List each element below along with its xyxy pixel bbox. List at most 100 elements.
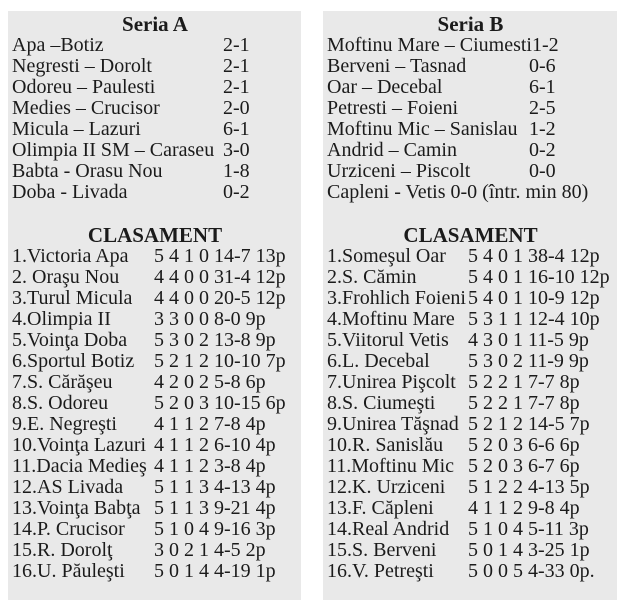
seria-a-clasament-title: CLASAMENT <box>87 223 223 247</box>
standing-stats: 5 1 2 2 4-13 5p <box>468 476 590 498</box>
standing-team: 13.F. Căpleni <box>327 497 434 519</box>
match-score: 1-2 <box>529 118 556 140</box>
standing-row: 3.Turul Micula 4 4 0 0 20-5 12p <box>12 288 298 309</box>
standing-stats: 5 4 0 1 16-10 12p <box>468 266 610 288</box>
match-teams: Petresti – Foieni <box>327 97 459 119</box>
standing-team: 6.L. Decebal <box>327 350 430 372</box>
standing-stats: 5 2 0 3 6-7 6p <box>468 455 580 477</box>
standing-team: 2.S. Cămin <box>327 266 417 288</box>
standing-row: 5.Voinţa Doba 5 3 0 2 13-8 9p <box>12 330 298 351</box>
standing-team: 15.R. Dorolţ <box>12 539 113 561</box>
standing-row: 2.S. Cămin 5 4 0 1 16-10 12p <box>327 267 614 288</box>
standing-row: 6.Sportul Botiz 5 2 1 2 10-10 7p <box>12 351 298 372</box>
standing-row: 13.Voinţa Babţa 5 1 1 3 9-21 4p <box>12 498 298 519</box>
match-row: Negresti – Dorolt 2-1 <box>12 56 298 77</box>
standing-stats: 5 2 2 1 7-7 8p <box>468 392 580 414</box>
seria-b-match-list: Moftinu Mare – Ciumesti 1-2 Berveni – Ta… <box>327 35 614 203</box>
standing-stats: 5 1 0 4 5-11 3p <box>468 518 589 540</box>
standing-stats: 5 0 1 4 4-19 1p <box>154 560 276 582</box>
match-row: Urziceni – Piscolt 0-0 <box>327 161 614 182</box>
match-score: 6-1 <box>529 76 556 98</box>
standing-stats: 5 4 0 1 10-9 12p <box>468 287 600 309</box>
standing-row: 4.Moftinu Mare 5 3 1 1 12-4 10p <box>327 309 614 330</box>
match-score: 0-2 <box>223 181 250 203</box>
standing-row: 7.Unirea Pişcolt 5 2 2 1 7-7 8p <box>327 372 614 393</box>
match-teams: Urziceni – Piscolt <box>327 160 471 182</box>
standing-row: 10.Voinţa Lazuri 4 1 1 2 6-10 4p <box>12 435 298 456</box>
standing-row: 6.L. Decebal 5 3 0 2 11-9 9p <box>327 351 614 372</box>
standing-stats: 4 4 0 0 31-4 12p <box>154 266 286 288</box>
match-teams: Oar – Decebal <box>327 76 443 98</box>
standing-stats: 5 0 0 5 4-33 0p. <box>468 560 595 582</box>
standing-stats: 5 3 0 2 11-9 9p <box>468 350 589 372</box>
standing-row: 13.F. Căpleni 4 1 1 2 9-8 4p <box>327 498 614 519</box>
standing-row: 1.Victoria Apa 5 4 1 0 14-7 13p <box>12 246 298 267</box>
match-row: Doba - Livada 0-2 <box>12 182 298 203</box>
standing-stats: 5 0 1 4 3-25 1p <box>468 539 590 561</box>
match-row: Micula – Lazuri 6-1 <box>12 119 298 140</box>
standing-team: 13.Voinţa Babţa <box>12 497 141 519</box>
match-teams: Andrid – Camin <box>327 139 457 161</box>
match-teams: Apa –Botiz <box>12 34 104 56</box>
standing-team: 16.V. Petreşti <box>327 560 434 582</box>
match-score: 2-1 <box>223 55 250 77</box>
standing-row: 5.Viitorul Vetis 4 3 0 1 11-5 9p <box>327 330 614 351</box>
match-score: 0-2 <box>529 139 556 161</box>
standing-team: 10.R. Sanislău <box>327 434 444 456</box>
standing-stats: 5 1 1 3 4-13 4p <box>154 476 276 498</box>
standing-team: 7.Unirea Pişcolt <box>327 371 456 393</box>
match-score: 2-0 <box>223 97 250 119</box>
match-row: Moftinu Mare – Ciumesti 1-2 <box>327 35 614 56</box>
seria-a-match-list: Apa –Botiz 2-1 Negresti – Dorolt 2-1 Odo… <box>12 35 298 203</box>
seria-b-panel: Seria B Moftinu Mare – Ciumesti 1-2 Berv… <box>323 11 617 600</box>
standing-row: 7.S. Cărăşeu 4 2 0 2 5-8 6p <box>12 372 298 393</box>
standing-stats: 4 1 1 2 7-8 4p <box>154 413 266 435</box>
seria-a-panel: Seria A Apa –Botiz 2-1 Negresti – Dorolt… <box>8 11 301 600</box>
match-row: Medies – Crucisor 2-0 <box>12 98 298 119</box>
standing-team: 14.P. Crucisor <box>12 518 125 540</box>
standing-row: 12.AS Livada 5 1 1 3 4-13 4p <box>12 477 298 498</box>
standing-team: 5.Voinţa Doba <box>12 329 128 351</box>
standing-row: 3.Frohlich Foieni 5 4 0 1 10-9 12p <box>327 288 614 309</box>
match-teams: Doba - Livada <box>12 181 128 203</box>
standing-team: 9.E. Negreşti <box>12 413 117 435</box>
standing-row: 11.Dacia Medieş 4 1 1 2 3-8 4p <box>12 456 298 477</box>
standing-team: 11.Moftinu Mic <box>327 455 455 477</box>
standing-row: 4.Olimpia II 3 3 0 0 8-0 9p <box>12 309 298 330</box>
match-score: 2-1 <box>223 34 250 56</box>
standing-row: 9.E. Negreşti 4 1 1 2 7-8 4p <box>12 414 298 435</box>
standing-team: 1.Someşul Oar <box>327 245 446 267</box>
standing-team: 7.S. Cărăşeu <box>12 371 113 393</box>
standing-row: 16.U. Păuleşti 5 0 1 4 4-19 1p <box>12 561 298 582</box>
match-score: 2-1 <box>223 76 250 98</box>
standing-team: 15.S. Berveni <box>327 539 437 561</box>
match-teams: Moftinu Mare – Ciumesti <box>327 34 532 56</box>
standing-team: 5.Viitorul Vetis <box>327 329 449 351</box>
standing-stats: 5 2 1 2 10-10 7p <box>154 350 286 372</box>
match-row: Petresti – Foieni 2-5 <box>327 98 614 119</box>
match-teams: Moftinu Mic – Sanislau <box>327 118 518 140</box>
match-score: 2-5 <box>529 97 556 119</box>
standing-team: 14.Real Andrid <box>327 518 450 540</box>
match-score: 6-1 <box>223 118 250 140</box>
standing-stats: 3 3 0 0 8-0 9p <box>154 308 266 330</box>
match-score: 3-0 <box>223 139 250 161</box>
standing-stats: 4 4 0 0 20-5 12p <box>154 287 286 309</box>
match-row: Andrid – Camin 0-2 <box>327 140 614 161</box>
match-teams: Capleni - Vetis 0-0 (într. min 80) <box>327 181 589 203</box>
standing-team: 2. Oraşu Nou <box>12 266 120 288</box>
standing-team: 12.AS Livada <box>12 476 124 498</box>
standing-stats: 4 1 1 2 3-8 4p <box>154 455 266 477</box>
standing-row: 14.Real Andrid 5 1 0 4 5-11 3p <box>327 519 614 540</box>
standing-stats: 4 2 0 2 5-8 6p <box>154 371 266 393</box>
seria-a-title: Seria A <box>122 12 188 36</box>
standing-team: 4.Moftinu Mare <box>327 308 455 330</box>
match-row: Oar – Decebal 6-1 <box>327 77 614 98</box>
match-teams: Babta - Orasu Nou <box>12 160 163 182</box>
standing-stats: 5 2 0 3 6-6 6p <box>468 434 580 456</box>
seria-b-clasament-title: CLASAMENT <box>403 223 538 247</box>
standing-row: 8.S. Odoreu 5 2 0 3 10-15 6p <box>12 393 298 414</box>
standing-stats: 3 0 2 1 4-5 2p <box>154 539 266 561</box>
match-teams: Medies – Crucisor <box>12 97 160 119</box>
